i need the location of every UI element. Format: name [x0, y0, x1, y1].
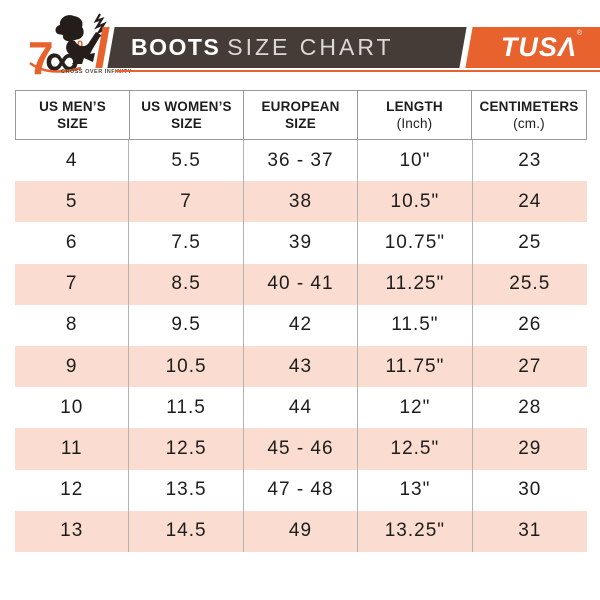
- table-cell: 13.5: [129, 469, 244, 511]
- brand-logo: TUSΛ®: [469, 27, 600, 68]
- table-cell: 12": [358, 387, 473, 429]
- table-cell: 12.5: [129, 428, 244, 470]
- page-title-light: SIZE CHART: [227, 34, 394, 60]
- table-cell: 39: [244, 222, 359, 264]
- brand-wordmark: TUSΛ: [500, 32, 577, 62]
- table-cell: 6: [15, 222, 130, 264]
- table-cell: 13: [15, 510, 130, 552]
- table-cell: 10.5: [129, 345, 244, 388]
- column-header-line2: SIZE: [57, 116, 88, 131]
- table-cell: 13.25": [358, 510, 473, 552]
- table-cell: 43: [244, 345, 359, 388]
- table-row: 6 7.5 39 10.75" 25: [15, 222, 587, 264]
- table-cell: 13": [358, 469, 473, 511]
- table-row: 5 7 38 10.5" 24: [15, 181, 587, 223]
- column-header-line1: US WOMEN’S: [141, 99, 232, 114]
- table-cell: 31: [518, 520, 542, 542]
- table-cell: 10.5": [358, 181, 473, 223]
- banner-underline: [115, 70, 600, 72]
- table-cell: 49: [244, 510, 359, 552]
- table-cell: 9.5: [129, 304, 244, 346]
- table-cell: 9: [15, 345, 130, 388]
- table-row: 4 5.5 36 - 37 10" 23: [15, 140, 587, 182]
- table-cell: 12: [15, 469, 130, 511]
- table-cell: 36 - 37: [244, 140, 359, 182]
- table-cell: 14.5: [129, 510, 244, 552]
- title-banner-text: BOOTS SIZE CHART: [111, 27, 463, 68]
- table-row: 7 8.5 40 - 41 11.25" 25.5: [15, 263, 587, 305]
- table-cell: 5: [15, 181, 130, 223]
- table-cell: 26: [518, 314, 542, 336]
- page-title-bold: BOOTS: [131, 34, 221, 60]
- table-cell: 5.5: [129, 140, 244, 182]
- table-cell: 11: [15, 428, 130, 470]
- table-cell: 23: [518, 149, 542, 171]
- column-header-centimeters: CENTIMETERS (cm.): [472, 91, 586, 139]
- title-banner: BOOTS SIZE CHART: [107, 27, 467, 68]
- table-cell: 28: [518, 396, 542, 418]
- table-cell: 10: [15, 387, 130, 429]
- column-header-line2: SIZE: [285, 116, 316, 131]
- logo-number-seven: 7: [28, 32, 54, 84]
- table-cell: 25.5: [509, 273, 551, 295]
- table-cell: 4: [15, 140, 130, 182]
- logo-zero-superscript: 0: [77, 39, 84, 51]
- table-cell: 25: [518, 231, 542, 253]
- table-cell: 12.5": [358, 428, 473, 470]
- size-chart-table: US MEN’S SIZE US WOMEN’S SIZE EUROPEAN S…: [15, 90, 587, 552]
- table-body: 4 5.5 36 - 37 10" 23 5 7 38 10.5" 24 6 7.5 39 10.75" 2…: [15, 140, 587, 552]
- table-cell: 11.75": [358, 345, 473, 388]
- column-header-line2: SIZE: [171, 116, 202, 131]
- table-cell: 11.5": [358, 304, 473, 346]
- table-cell: 7: [129, 181, 244, 223]
- table-row: 8 9.5 42 11.5" 26: [15, 304, 587, 346]
- column-header-us-mens-size: US MEN’S SIZE: [16, 91, 130, 139]
- table-cell: 44: [244, 387, 359, 429]
- column-header-us-womens-size: US WOMEN’S SIZE: [130, 91, 244, 139]
- logo-tagline: CROSS OVER INFINITY: [61, 69, 132, 75]
- table-cell: 11.25": [358, 263, 473, 305]
- table-row: 10 11.5 44 12" 28: [15, 387, 587, 429]
- table-cell: 40 - 41: [244, 263, 359, 305]
- table-row: 13 14.5 49 13.25" 31: [15, 510, 587, 552]
- table-cell: 47 - 48: [244, 469, 359, 511]
- column-header-line1: CENTIMETERS: [479, 99, 579, 114]
- table-row: 11 12.5 45 - 46 12.5" 29: [15, 428, 587, 470]
- table-cell: 27: [518, 355, 542, 377]
- brand-banner: TUSΛ®: [465, 27, 600, 68]
- column-header-line1: LENGTH: [386, 99, 443, 114]
- table-cell: 30: [518, 479, 542, 501]
- table-cell: 8.5: [129, 263, 244, 305]
- column-header-line2: (cm.): [513, 116, 545, 131]
- table-cell: 7: [15, 263, 130, 305]
- table-cell: 8: [15, 304, 130, 346]
- table-cell: 10": [358, 140, 473, 182]
- registered-trademark-icon: ®: [576, 30, 583, 37]
- anniversary-logo: 7 ∞ 0: [28, 13, 136, 85]
- table-cell: 42: [244, 304, 359, 346]
- column-header-line2: (Inch): [396, 116, 433, 131]
- table-row: 9 10.5 43 11.75" 27: [15, 345, 587, 388]
- column-header-line1: EUROPEAN: [261, 99, 340, 114]
- table-cell: 24: [518, 190, 542, 212]
- table-header-row: US MEN’S SIZE US WOMEN’S SIZE EUROPEAN S…: [15, 90, 587, 140]
- table-cell: 29: [518, 437, 542, 459]
- column-header-european-size: EUROPEAN SIZE: [244, 91, 358, 139]
- column-header-line1: US MEN’S: [39, 99, 106, 114]
- table-row: 12 13.5 47 - 48 13" 30: [15, 469, 587, 511]
- table-cell: 38: [244, 181, 359, 223]
- table-cell: 11.5: [129, 387, 244, 429]
- orange-swoosh-icon: [29, 61, 82, 73]
- column-header-length-inch: LENGTH (Inch): [358, 91, 472, 139]
- table-cell: 45 - 46: [244, 428, 359, 470]
- table-cell: 7.5: [129, 222, 244, 264]
- table-cell: 10.75": [358, 222, 473, 264]
